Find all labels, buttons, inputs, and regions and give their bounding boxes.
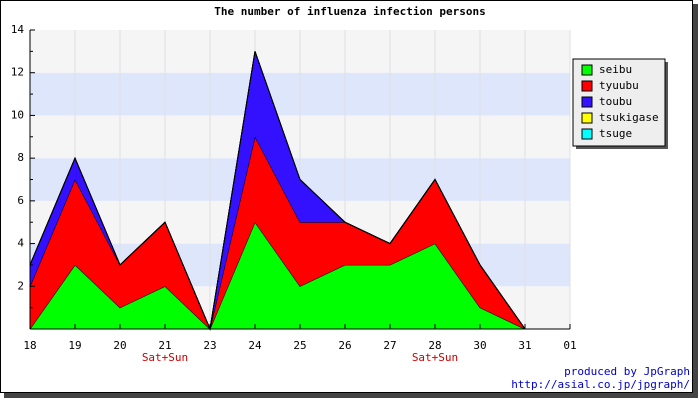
x-tick-label: 27 [383, 339, 396, 352]
x-tick-note: Sat+Sun [412, 351, 458, 364]
area [30, 222, 525, 329]
credit: http://asial.co.jp/jpgraph/ [511, 378, 690, 391]
legend-label: tyuubu [599, 79, 639, 92]
y-tick-label: 4 [17, 237, 24, 250]
legend-swatch [581, 128, 593, 140]
legend-swatch [581, 80, 593, 92]
y-tick-label: 2 [17, 279, 24, 292]
credit: produced by JpGraph [564, 365, 690, 378]
legend-label: toubu [599, 95, 632, 108]
legend-swatch [581, 96, 593, 108]
x-tick-label: 30 [473, 339, 486, 352]
legend-label: tsukigase [599, 111, 659, 124]
x-tick-label: 23 [203, 339, 216, 352]
legend-label: seibu [599, 63, 632, 76]
x-tick-label: 20 [113, 339, 126, 352]
y-tick-label: 6 [17, 194, 24, 207]
area-edge [29, 51, 526, 331]
legend-label: tsuge [599, 127, 632, 140]
x-tick-label: 24 [248, 339, 262, 352]
legend-swatch [581, 112, 593, 124]
y-tick-label: 12 [11, 66, 24, 79]
x-tick-label: 25 [293, 339, 306, 352]
y-tick-label: 8 [17, 151, 24, 164]
y-tick-label: 14 [11, 23, 25, 36]
x-tick-note: Sat+Sun [142, 351, 188, 364]
x-tick-label: 31 [518, 339, 531, 352]
x-tick-label: 26 [338, 339, 351, 352]
area [30, 136, 525, 329]
x-tick-label: 19 [68, 339, 81, 352]
x-tick-label: 21 [158, 339, 171, 352]
chart-title: The number of influenza infection person… [214, 5, 486, 18]
y-tick-label: 10 [11, 108, 24, 121]
legend-swatch [581, 64, 593, 76]
x-tick-label: 28 [428, 339, 441, 352]
x-tick-label: 18 [23, 339, 36, 352]
x-tick-label: 01 [563, 339, 576, 352]
